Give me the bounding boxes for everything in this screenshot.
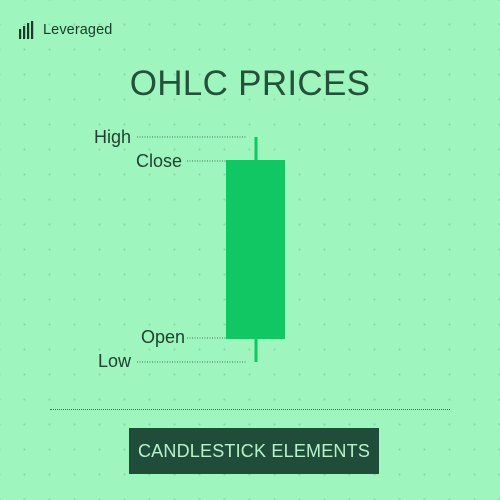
label-high: High xyxy=(93,127,131,147)
brand-logo-icon xyxy=(19,21,34,39)
label-open: Open xyxy=(140,327,185,347)
brand-name: Leveraged xyxy=(43,22,113,38)
brand: Leveraged xyxy=(18,19,112,41)
page-title: OHLC PRICES xyxy=(129,64,371,103)
candle-body xyxy=(226,160,285,339)
divider xyxy=(50,409,450,410)
label-low: Low xyxy=(97,351,131,371)
label-close: Close xyxy=(135,151,182,171)
candlestick-elements-badge: CANDLESTICK ELEMENTS xyxy=(129,428,379,474)
